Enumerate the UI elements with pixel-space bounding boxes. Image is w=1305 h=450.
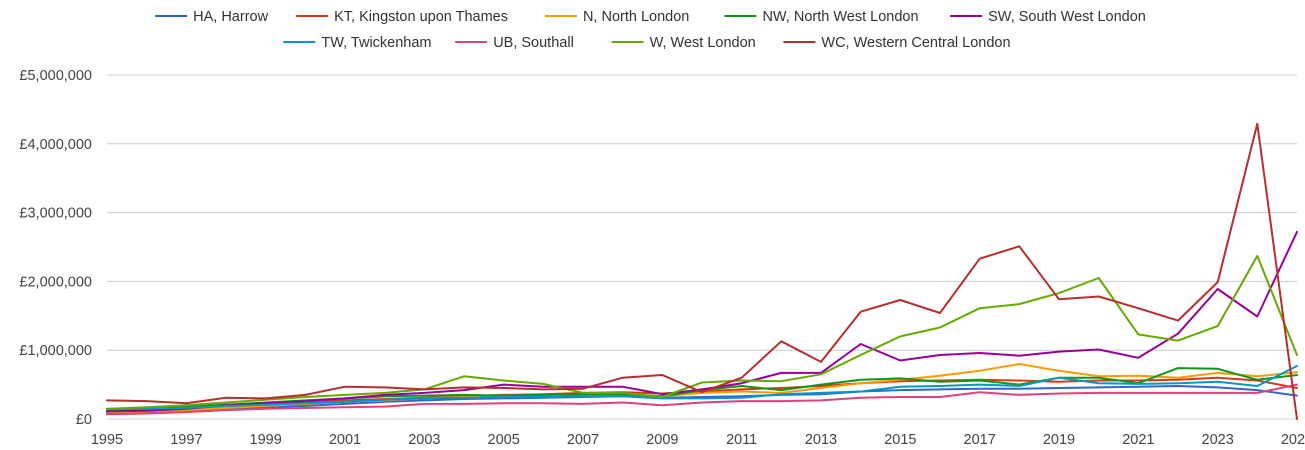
y-tick-label: £2,000,000 [19,274,92,290]
series-lines [106,122,1298,420]
legend-item-tw: TW, Twickenham [283,35,432,51]
x-tick-label: 1999 [250,432,282,448]
series-line-wc [106,122,1298,420]
x-tick-label: 2017 [964,432,996,448]
legend-label: WC, Western Central London [821,35,1010,51]
y-axis: £0 £1,000,000 £2,000,000 £3,000,000 £4,000,0… [19,68,92,428]
x-tick-label: 2025 [1281,432,1305,448]
x-tick-label: 2023 [1202,432,1234,448]
legend-label: N, North London [583,9,689,25]
legend-label: KT, Kingston upon Thames [334,9,508,25]
legend-item-nw: NW, North West London [724,9,919,25]
series-line-sw [106,230,1298,413]
legend-label: HA, Harrow [193,9,268,25]
y-tick-label: £3,000,000 [19,206,92,222]
gridlines [107,74,1297,420]
x-tick-label: 2001 [329,432,361,448]
legend-item-kt: KT, Kingston upon Thames [296,9,508,25]
x-tick-label: 2019 [1043,432,1075,448]
legend-label: TW, Twickenham [321,35,431,51]
legend: HA, Harrow KT, Kingston upon Thames N, Nor… [155,9,1146,51]
y-tick-label: £0 [76,412,92,428]
x-tick-label: 2005 [488,432,520,448]
legend-label: W, West London [650,35,756,51]
x-tick-label: 1997 [170,432,202,448]
series-line-ub [106,383,1298,416]
y-tick-label: £4,000,000 [19,137,92,153]
x-tick-label: 2007 [567,432,599,448]
legend-item-ub: UB, Southall [455,35,574,51]
legend-item-w: W, West London [611,35,756,51]
legend-item-ha: HA, Harrow [155,9,269,25]
x-axis: 1995 1997 1999 2001 2003 2005 2007 2009 2011 2013… [91,432,1305,448]
x-tick-label: 2009 [646,432,678,448]
legend-item-wc: WC, Western Central London [783,35,1011,51]
series-line-tw [106,365,1298,411]
y-tick-label: £1,000,000 [19,343,92,359]
legend-label: SW, South West London [988,9,1146,25]
x-tick-label: 2011 [726,432,757,448]
x-tick-label: 2021 [1122,432,1154,448]
legend-item-sw: SW, South West London [950,9,1146,25]
legend-label: UB, Southall [493,35,574,51]
x-tick-label: 2013 [805,432,837,448]
x-tick-label: 2003 [408,432,440,448]
legend-item-n: N, North London [544,9,689,25]
series-line-ha [106,385,1298,414]
legend-label: NW, North West London [762,9,918,25]
x-tick-label: 1995 [91,432,123,448]
x-tick-label: 2015 [884,432,916,448]
y-tick-label: £5,000,000 [19,68,92,84]
series-line-w [106,254,1298,410]
